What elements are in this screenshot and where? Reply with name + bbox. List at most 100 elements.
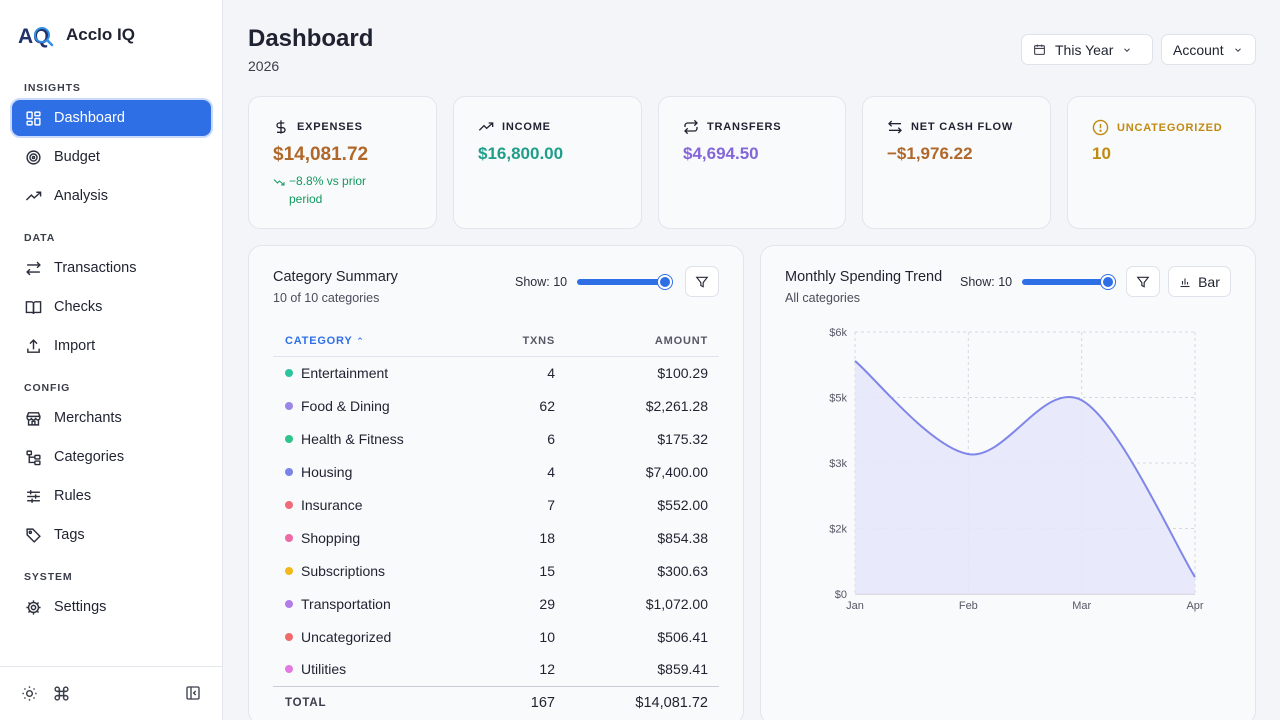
- trending-up-icon: [478, 119, 494, 135]
- table-row[interactable]: Entertainment 4 $100.29: [273, 356, 719, 389]
- show-count-slider[interactable]: [577, 275, 672, 289]
- sliders-icon: [24, 487, 42, 505]
- period-value: This Year: [1055, 41, 1114, 58]
- amount-cell: $854.38: [657, 529, 708, 546]
- store-icon: [24, 409, 42, 427]
- show-count-label: Show: 10: [515, 275, 568, 289]
- table-row[interactable]: Food & Dining 62 $2,261.28: [273, 389, 719, 422]
- brand[interactable]: AQ Acclo IQ: [18, 22, 135, 48]
- spending-trend-chart: $0 $2k $3k $5k $6k Jan Feb Mar Apr: [829, 327, 1204, 612]
- y-tick-label: $0: [835, 589, 847, 601]
- category-name: Health & Fitness: [301, 430, 404, 447]
- sidebar-item-checks[interactable]: Checks: [12, 289, 211, 325]
- category-name: Transportation: [301, 595, 391, 612]
- show-count-slider[interactable]: [1022, 275, 1115, 289]
- txns-cell: 29: [539, 595, 555, 612]
- section-config: CONFIG: [24, 382, 71, 394]
- command-icon[interactable]: [53, 685, 71, 703]
- category-name: Uncategorized: [301, 628, 392, 645]
- slider-handle[interactable]: [1101, 275, 1115, 289]
- collapse-sidebar-icon[interactable]: [185, 685, 203, 703]
- stat-value: $16,800.00: [478, 144, 564, 163]
- alert-circle-icon: [1092, 119, 1109, 136]
- category-table: CATEGORY ⌃ TXNS AMOUNT Entertainment 4 $10…: [273, 326, 719, 720]
- section-system: SYSTEM: [24, 571, 73, 583]
- filter-button[interactable]: [1126, 266, 1160, 297]
- stat-value: −$1,976.22: [887, 144, 973, 163]
- txns-cell: 4: [547, 463, 555, 480]
- sidebar-footer: [0, 666, 222, 720]
- trend-area: [855, 360, 1195, 594]
- column-header-category[interactable]: CATEGORY ⌃: [273, 326, 485, 357]
- table-row[interactable]: Insurance 7 $552.00: [273, 488, 719, 521]
- sidebar-item-merchants[interactable]: Merchants: [12, 400, 211, 436]
- table-row[interactable]: Subscriptions 15 $300.63: [273, 554, 719, 587]
- category-color-dot: [285, 368, 293, 377]
- sidebar-item-analysis[interactable]: Analysis: [12, 178, 211, 214]
- table-row[interactable]: Utilities 12 $859.41: [273, 653, 719, 686]
- gear-icon: [24, 598, 42, 616]
- sidebar-item-label: Categories: [54, 449, 125, 465]
- sun-icon[interactable]: [21, 685, 39, 703]
- section-insights: INSIGHTS: [24, 82, 81, 94]
- category-name: Subscriptions: [301, 562, 386, 579]
- stat-value: $14,081.72: [273, 144, 369, 165]
- y-tick-label: $3k: [829, 458, 847, 470]
- column-header-txns[interactable]: TXNS: [485, 326, 567, 357]
- slider-handle[interactable]: [658, 275, 672, 289]
- total-row: TOTAL 167 $14,081.72: [273, 685, 719, 720]
- sidebar-item-budget[interactable]: Budget: [12, 139, 211, 175]
- repeat-arrows-icon: [683, 119, 699, 135]
- trending-up-icon: [24, 187, 42, 205]
- amount-cell: $506.41: [657, 628, 708, 645]
- sidebar: AQ Acclo IQ INSIGHTS Dashboard Budget An…: [0, 0, 223, 720]
- sidebar-item-rules[interactable]: Rules: [12, 478, 211, 514]
- filter-button[interactable]: [685, 266, 719, 297]
- sidebar-item-dashboard[interactable]: Dashboard: [12, 100, 211, 136]
- category-name: Utilities: [301, 661, 347, 678]
- table-row[interactable]: Shopping 18 $854.38: [273, 521, 719, 554]
- table-row[interactable]: Housing 4 $7,400.00: [273, 455, 719, 488]
- dollar-icon: [273, 119, 289, 135]
- sidebar-item-label: Import: [54, 338, 96, 354]
- table-row[interactable]: Uncategorized 10 $506.41: [273, 620, 719, 653]
- sidebar-item-categories[interactable]: Categories: [12, 439, 211, 475]
- amount-cell: $300.63: [657, 562, 708, 579]
- category-cell: Transportation: [273, 587, 485, 620]
- stat-change-line1: −8.8% vs prior: [289, 174, 367, 188]
- x-tick-label: Mar: [1072, 600, 1091, 612]
- sidebar-item-label: Budget: [54, 149, 100, 165]
- period-dropdown[interactable]: This Year: [1021, 34, 1153, 65]
- stat-card-expenses: EXPENSES $14,081.72 −8.8% vs prior period: [248, 96, 437, 229]
- category-cell: Entertainment: [273, 356, 485, 389]
- panel-title: Monthly Spending Trend: [785, 269, 943, 285]
- category-cell: Uncategorized: [273, 620, 485, 653]
- chart-type-button[interactable]: Bar: [1168, 266, 1231, 297]
- acclo-logo: AQ: [18, 25, 54, 48]
- sidebar-item-tags[interactable]: Tags: [12, 517, 211, 553]
- table-row[interactable]: Health & Fitness 6 $175.32: [273, 422, 719, 455]
- table-row[interactable]: Transportation 29 $1,072.00: [273, 587, 719, 620]
- account-dropdown[interactable]: Account: [1161, 34, 1256, 65]
- show-count-label: Show: 10: [960, 275, 1013, 289]
- stat-card-uncategorized[interactable]: UNCATEGORIZED 10: [1067, 96, 1256, 229]
- sidebar-item-label: Rules: [54, 488, 92, 504]
- stat-label: NET CASH FLOW: [911, 121, 1014, 133]
- stat-change: −8.8% vs prior period: [273, 172, 366, 208]
- category-color-dot: [285, 599, 293, 608]
- amount-cell: $175.32: [657, 430, 708, 447]
- category-cell: Health & Fitness: [273, 422, 485, 455]
- filter-icon: [695, 275, 709, 289]
- txns-cell: 62: [539, 397, 555, 414]
- page-title: Dashboard: [248, 25, 374, 52]
- category-cell: Utilities: [273, 653, 485, 686]
- column-header-amount[interactable]: AMOUNT: [567, 326, 719, 357]
- sidebar-item-settings[interactable]: Settings: [12, 589, 211, 625]
- sidebar-item-label: Transactions: [54, 260, 137, 276]
- category-cell: Housing: [273, 455, 485, 488]
- stat-change-line2: period: [289, 192, 323, 206]
- txns-cell: 10: [539, 628, 555, 645]
- category-name: Food & Dining: [301, 397, 390, 414]
- sidebar-item-transactions[interactable]: Transactions: [12, 250, 211, 286]
- sidebar-item-import[interactable]: Import: [12, 328, 211, 364]
